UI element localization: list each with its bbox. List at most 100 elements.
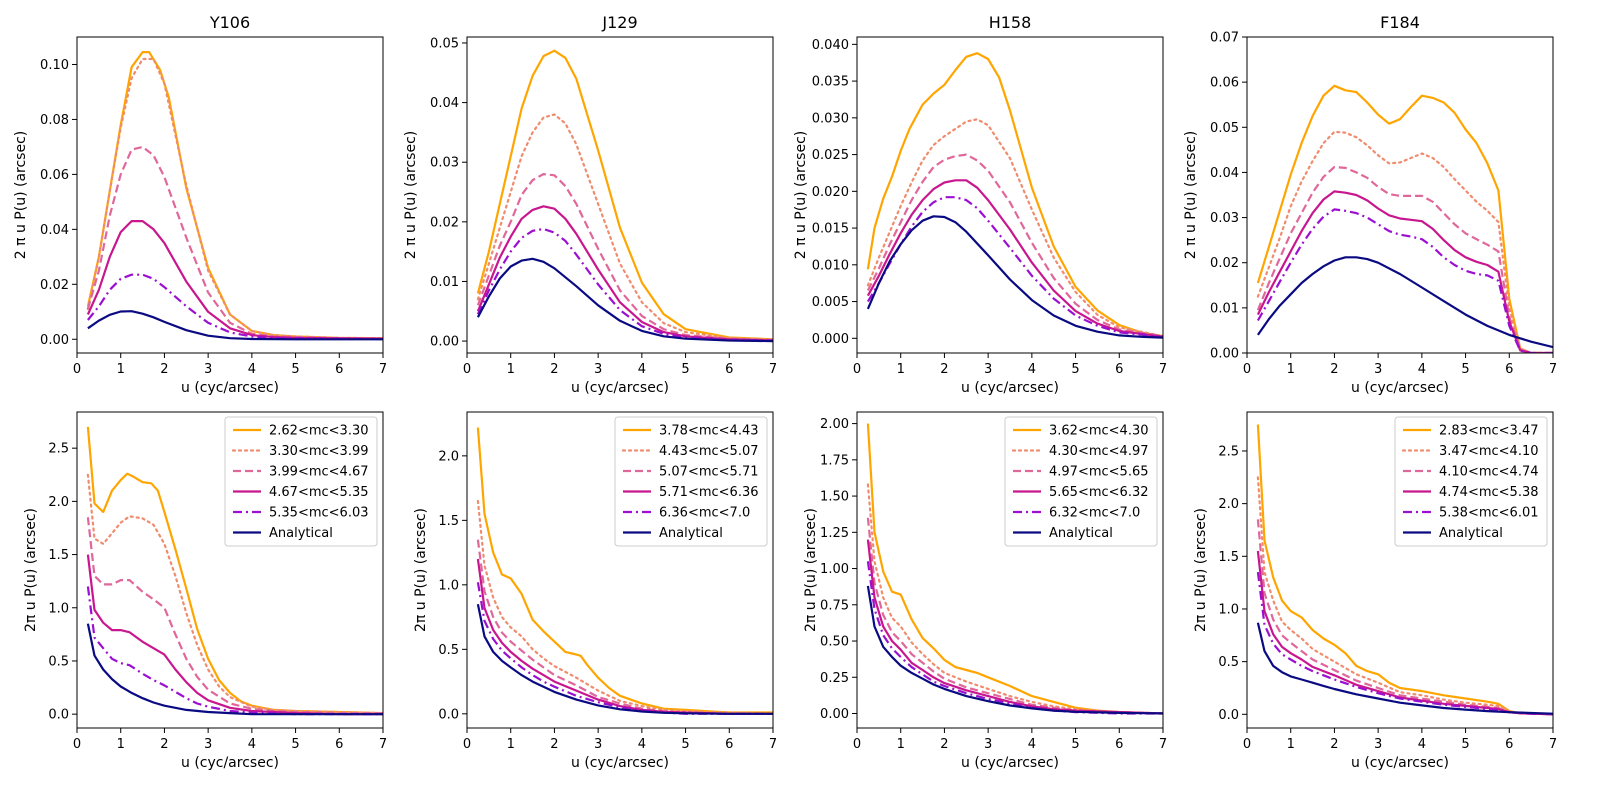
x-tick-label: 2 [1330,362,1338,377]
y-tick-label: 0.5 [48,654,69,669]
x-tick-label: 1 [1287,737,1295,752]
x-tick-label: 4 [1418,737,1426,752]
legend-label-0: 3.78<mc<4.43 [659,424,759,439]
y-axis-label: 2 π u P(u) (arcsec) [1183,131,1199,260]
series-line-1 [476,113,773,341]
series-line-2 [476,173,773,341]
y-tick-label: 2.5 [48,442,69,457]
x-tick-label: 6 [335,737,343,752]
y-tick-label: 0.00 [430,335,459,350]
x-tick-label: 0 [1243,362,1251,377]
y-tick-label: 0.03 [430,156,459,171]
x-tick-label: 4 [248,362,256,377]
y-tick-label: 0.07 [1210,31,1239,46]
series-line-0 [866,423,1163,715]
axes-frame [1246,36,1554,354]
series-line-1 [86,473,383,715]
x-tick-label: 2 [160,362,168,377]
y-tick-label: 0.0 [48,708,69,723]
x-tick-label: 4 [1418,362,1426,377]
y-tick-label: 0.04 [1210,166,1239,181]
y-tick-label: 0.0 [438,707,459,722]
x-tick-label: 7 [1159,362,1167,377]
panel-title: Y106 [209,13,250,32]
legend-label-5: Analytical [659,526,723,541]
series-group [1256,424,1553,716]
series-line-5 [866,215,1163,339]
y-tick-label: 0.030 [812,111,849,126]
legend-label-1: 4.43<mc<5.07 [659,444,759,459]
axes-frame [1246,411,1554,729]
series-line-4 [476,582,773,715]
x-tick-label: 4 [638,737,646,752]
axes-frame [856,411,1164,729]
x-tick-label: 2 [940,737,948,752]
x-tick-label: 3 [984,362,992,377]
x-axis-label: u (cyc/arcsec) [571,755,669,771]
x-tick-label: 6 [725,362,733,377]
y-tick-label: 0.05 [430,36,459,51]
legend-label-1: 4.30<mc<4.97 [1049,444,1149,459]
y-tick-label: 0.00 [820,707,849,722]
x-tick-label: 2 [550,362,558,377]
series-line-1 [476,499,773,715]
series-line-5 [87,310,383,341]
y-tick-label: 0.06 [40,168,69,183]
x-tick-label: 3 [1374,737,1382,752]
series-line-3 [86,220,383,340]
legend-label-1: 3.30<mc<3.99 [269,444,369,459]
legend-label-3: 4.74<mc<5.38 [1439,485,1539,500]
series-line-4 [866,561,1163,715]
y-tick-label: 0.020 [812,185,849,200]
series-line-5 [86,623,383,716]
legend-label-3: 5.71<mc<6.36 [659,485,759,500]
y-axis-label: 2 π u P(u) (arcsec) [403,131,419,260]
x-axis-label: u (cyc/arcsec) [181,755,279,771]
legend-label-3: 4.67<mc<5.35 [269,485,369,500]
x-axis-label: u (cyc/arcsec) [1351,755,1449,771]
series-group [866,423,1163,715]
x-tick-label: 2 [1330,737,1338,752]
y-tick-label: 0.01 [430,275,459,290]
series-line-2 [86,145,383,340]
y-tick-label: 0.010 [812,258,849,273]
x-tick-label: 6 [335,362,343,377]
y-tick-label: 0.10 [40,58,69,73]
panel-5: 0 1 2 3 4 5 6 7 0.0 0.5 1.0 1.5 2.0 u (cyc/arcsec) 2π … [413,411,777,771]
legend-label-2: 4.97<mc<5.65 [1049,465,1149,480]
x-tick-label: 1 [897,737,905,752]
series-line-2 [1256,165,1553,353]
y-tick-label: 0.000 [812,332,849,347]
x-tick-label: 2 [940,362,948,377]
y-tick-label: 0.040 [812,38,849,53]
x-tick-label: 1 [117,737,125,752]
legend-label-2: 3.99<mc<4.67 [269,465,369,480]
series-line-3 [476,558,773,715]
legend-label-5: Analytical [1049,526,1113,541]
y-tick-label: 0.75 [820,598,849,613]
legend-label-2: 5.07<mc<5.71 [659,465,759,480]
x-tick-label: 1 [507,737,515,752]
series-line-5 [476,603,773,715]
series-line-0 [476,427,773,714]
series-line-1 [86,57,383,340]
y-tick-label: 1.5 [1218,550,1239,565]
x-tick-label: 5 [291,737,299,752]
series-line-4 [1256,571,1553,716]
legend: 2.62<mc<3.30 3.30<mc<3.99 3.99<mc<4.67 4.67… [224,416,378,547]
x-tick-label: 5 [681,737,689,752]
panel-title: H158 [989,13,1032,32]
x-tick-label: 3 [1374,362,1382,377]
legend-label-1: 3.47<mc<4.10 [1439,444,1539,459]
x-tick-label: 7 [1549,737,1557,752]
x-tick-label: 1 [897,362,905,377]
series-group [1256,84,1553,353]
legend-frame [614,416,768,547]
y-tick-label: 1.75 [820,453,849,468]
y-tick-label: 0.50 [820,635,849,650]
y-tick-label: 1.0 [438,578,459,593]
x-tick-label: 7 [769,737,777,752]
panel-0: 0 1 2 3 4 5 6 7 0.00 0.02 0.04 0.06 0.08 0.10 Y106 u (c… [13,13,387,396]
y-tick-label: 0.5 [438,643,459,658]
x-tick-label: 5 [1461,362,1469,377]
